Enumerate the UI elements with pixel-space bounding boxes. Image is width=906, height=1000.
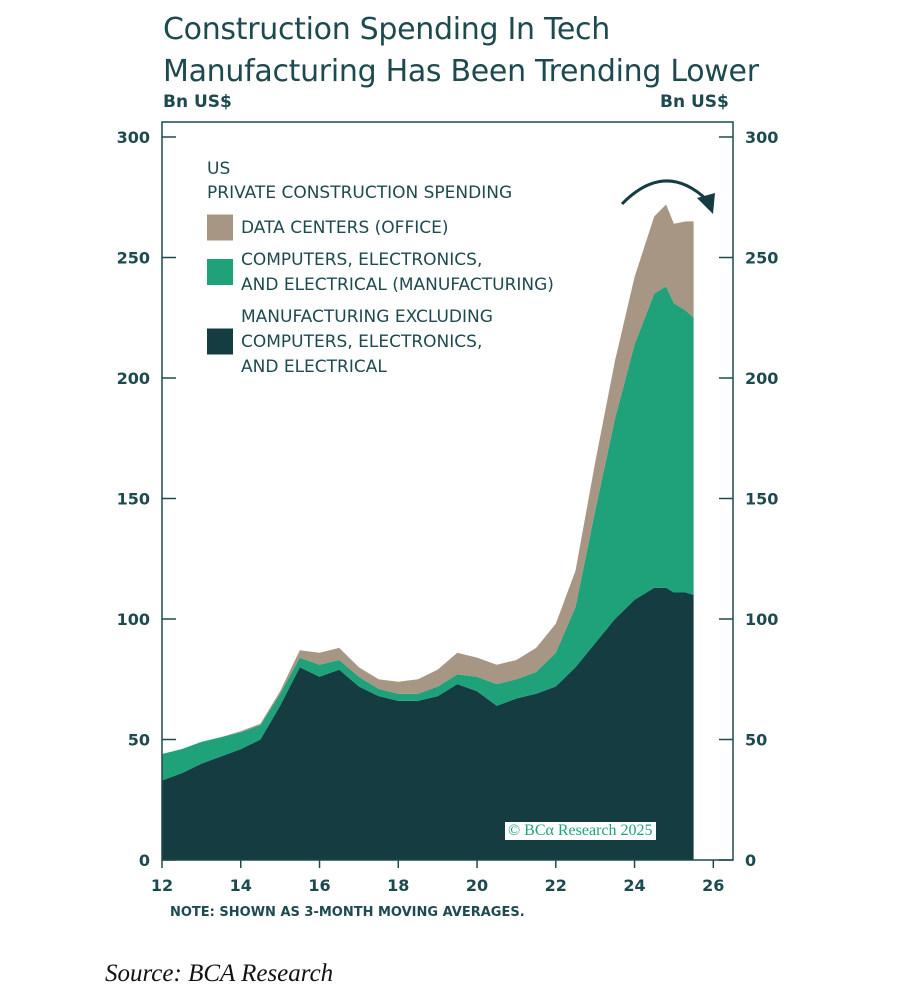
y-tick-label-right: 0 — [745, 851, 756, 870]
plot-frame — [161, 121, 734, 861]
legend: US PRIVATE CONSTRUCTION SPENDING DATA CE… — [207, 159, 554, 377]
legend-swatch-0 — [207, 328, 233, 355]
x-tick-label: 14 — [230, 876, 252, 895]
y-tick-label-left: 0 — [139, 851, 150, 870]
x-tick-label: 18 — [387, 876, 409, 895]
copyright-text: © BCα Research 2025 — [505, 822, 656, 840]
legend-label-0-line-1: COMPUTERS, ELECTRONICS, — [241, 332, 482, 352]
y-tick-label-left: 100 — [117, 610, 150, 629]
legend-label-0-line-0: MANUFACTURING EXCLUDING — [241, 307, 493, 327]
y-tick-label-left: 250 — [117, 249, 150, 268]
areas-group — [162, 204, 694, 860]
y-tick-label-left: 300 — [117, 128, 150, 147]
y-tick-label-right: 150 — [745, 490, 778, 509]
x-tick-label: 16 — [308, 876, 330, 895]
y-tick-label-left: 200 — [117, 369, 150, 388]
chart-title-line-2: Manufacturing Has Been Trending Lower — [163, 54, 759, 89]
x-tick-label: 22 — [545, 876, 567, 895]
y-tick-label-right: 50 — [745, 731, 767, 750]
y-ticks-group: 0 0 50 50 100 100 150 150 200 200 250 250 300 300 — [117, 128, 779, 870]
y-tick-label-left: 150 — [117, 490, 150, 509]
area-series-1 — [162, 286, 694, 781]
y-tick-label-right: 250 — [745, 249, 778, 268]
y-tick-label-left: 50 — [128, 731, 150, 750]
legend-swatch-1 — [207, 259, 233, 285]
y-tick-label-right: 200 — [745, 369, 778, 388]
legend-swatch-2 — [207, 214, 233, 241]
legend-label-1-line-1: AND ELECTRICAL (MANUFACTURING) — [241, 275, 554, 295]
x-tick-label: 26 — [702, 876, 724, 895]
x-tick-label: 20 — [466, 876, 488, 895]
y-tick-label-right: 100 — [745, 610, 778, 629]
trend-arrow-icon — [620, 179, 715, 214]
x-ticks-group: 12 14 16 18 20 22 24 26 — [151, 860, 724, 895]
chart-title-line-1: Construction Spending In Tech — [163, 12, 610, 47]
y-axis-unit-left: Bn US$ — [163, 92, 232, 112]
y-axis-unit-right: Bn US$ — [660, 92, 729, 112]
legend-label-2-line-0: DATA CENTERS (OFFICE) — [241, 218, 449, 238]
legend-label-1-line-0: COMPUTERS, ELECTRONICS, — [241, 250, 482, 270]
source-text: Source: BCA Research — [105, 960, 334, 987]
legend-label-0-line-2: AND ELECTRICAL — [241, 357, 387, 377]
legend-title-line-1: US — [207, 159, 230, 179]
x-tick-label: 24 — [623, 876, 645, 895]
area-series-2 — [162, 204, 694, 754]
y-tick-label-right: 300 — [745, 128, 778, 147]
chart-note: NOTE: SHOWN AS 3-MONTH MOVING AVERAGES. — [170, 905, 525, 920]
x-tick-label: 12 — [151, 876, 173, 895]
legend-title-line-2: PRIVATE CONSTRUCTION SPENDING — [207, 183, 512, 203]
area-series-0 — [162, 587, 694, 860]
